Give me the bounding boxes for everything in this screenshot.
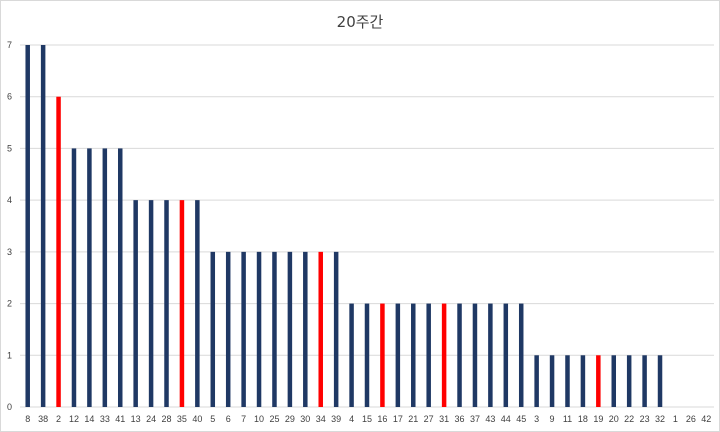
- y-tick-label: 2: [7, 299, 12, 309]
- x-tick-label: 10: [254, 414, 264, 424]
- x-tick-label: 21: [408, 414, 418, 424]
- bar-39: [333, 251, 339, 407]
- x-tick-label: 6: [226, 414, 231, 424]
- x-tick-label: 45: [516, 414, 526, 424]
- bar-15: [364, 303, 370, 407]
- x-tick-label: 3: [534, 414, 539, 424]
- x-tick-label: 12: [69, 414, 79, 424]
- x-tick-label: 38: [38, 414, 48, 424]
- bar-36: [457, 303, 462, 407]
- bar-3: [534, 355, 539, 407]
- bar-12: [71, 148, 77, 407]
- x-tick-label: 33: [100, 414, 110, 424]
- x-tick-label: 32: [655, 414, 665, 424]
- x-tick-label: 28: [162, 414, 172, 424]
- bar-35: [179, 200, 185, 407]
- bar-17: [395, 303, 401, 407]
- bar-38: [40, 45, 46, 407]
- x-tick-label: 30: [300, 414, 310, 424]
- x-tick-label: 2: [56, 414, 61, 424]
- bar-21: [411, 303, 416, 407]
- bar-37: [472, 303, 478, 407]
- bar-2: [56, 96, 61, 407]
- bar-14: [87, 148, 92, 407]
- x-tick-label: 15: [362, 414, 372, 424]
- bar-23: [642, 355, 647, 407]
- x-tick-label: 7: [241, 414, 246, 424]
- bar-25: [272, 251, 277, 407]
- bar-24: [148, 200, 154, 407]
- bar-18: [580, 355, 586, 407]
- bar-34: [318, 251, 323, 407]
- y-tick-label: 3: [7, 247, 12, 257]
- bar-20: [611, 355, 617, 407]
- x-tick-label: 14: [84, 414, 94, 424]
- bar-16: [380, 303, 385, 407]
- bar-31: [441, 303, 447, 407]
- x-tick-label: 1: [673, 414, 678, 424]
- x-tick-label: 29: [285, 414, 295, 424]
- x-tick-label: 11: [563, 414, 572, 424]
- x-tick-label: 44: [501, 414, 511, 424]
- x-tick-label: 43: [485, 414, 495, 424]
- bar-4: [349, 303, 354, 407]
- bar-13: [133, 200, 138, 407]
- bar-19: [596, 355, 601, 407]
- y-tick-label: 1: [7, 350, 12, 360]
- x-tick-label: 36: [455, 414, 465, 424]
- x-tick-label: 26: [686, 414, 696, 424]
- x-tick-label: 18: [578, 414, 588, 424]
- x-tick-label: 34: [316, 414, 326, 424]
- y-tick-label: 0: [7, 402, 12, 412]
- bar-5: [210, 251, 216, 407]
- bar-30: [303, 251, 308, 407]
- bar-33: [102, 148, 108, 407]
- x-tick-label: 27: [424, 414, 434, 424]
- x-tick-label: 22: [624, 414, 634, 424]
- x-tick-label: 23: [640, 414, 650, 424]
- x-tick-label: 40: [192, 414, 202, 424]
- y-tick-label: 5: [7, 143, 12, 153]
- x-tick-label: 19: [593, 414, 603, 424]
- x-tick-label: 24: [146, 414, 156, 424]
- x-tick-label: 39: [331, 414, 341, 424]
- bar-11: [565, 355, 570, 407]
- x-tick-label: 13: [131, 414, 141, 424]
- x-tick-label: 17: [393, 414, 403, 424]
- bar-27: [426, 303, 431, 407]
- bar-44: [503, 303, 509, 407]
- y-tick-label: 7: [7, 40, 12, 50]
- y-tick-label: 6: [7, 92, 12, 102]
- y-tick-label: 4: [7, 195, 12, 205]
- x-tick-label: 20: [609, 414, 619, 424]
- bar-6: [225, 251, 231, 407]
- chart-title: 20주간: [336, 13, 384, 31]
- x-tick-label: 37: [470, 414, 480, 424]
- x-tick-label: 31: [439, 414, 449, 424]
- x-tick-label: 8: [25, 414, 30, 424]
- bar-10: [256, 251, 262, 407]
- x-tick-label: 16: [377, 414, 387, 424]
- bar-8: [25, 45, 30, 407]
- x-tick-label: 9: [550, 414, 555, 424]
- bar-7: [241, 251, 246, 407]
- x-tick-label: 4: [349, 414, 354, 424]
- bar-28: [164, 200, 169, 407]
- bar-29: [287, 251, 293, 407]
- bar-41: [117, 148, 123, 407]
- x-tick-label: 5: [210, 414, 215, 424]
- bar-9: [549, 355, 555, 407]
- x-tick-label: 41: [115, 414, 125, 424]
- x-tick-label: 35: [177, 414, 187, 424]
- bar-43: [488, 303, 493, 407]
- x-tick-label: 42: [701, 414, 711, 424]
- x-tick-label: 25: [269, 414, 279, 424]
- bar-40: [195, 200, 200, 407]
- bar-22: [626, 355, 632, 407]
- bar-45: [518, 303, 524, 407]
- bar-32: [657, 355, 663, 407]
